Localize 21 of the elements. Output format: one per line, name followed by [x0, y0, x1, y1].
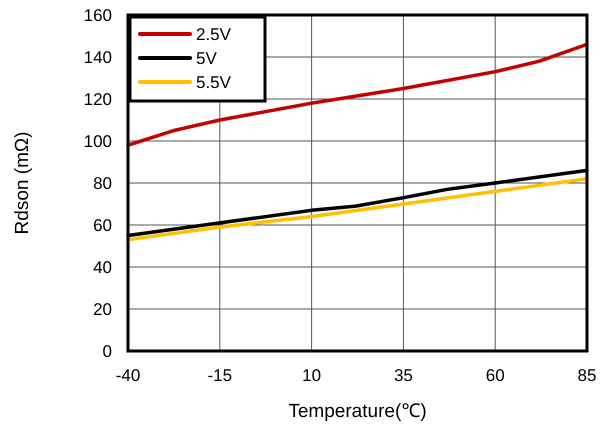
- legend-label: 5.5V: [196, 73, 232, 92]
- x-tick-label: -40: [116, 366, 140, 385]
- x-tick-label: 60: [486, 366, 505, 385]
- y-tick-label: 60: [93, 216, 112, 235]
- x-tick-label: 85: [578, 366, 596, 385]
- y-tick-label: 120: [84, 90, 112, 109]
- y-axis-title: Rdson (mΩ): [12, 132, 33, 234]
- x-tick-label: 10: [302, 366, 322, 385]
- y-tick-label: 20: [93, 300, 112, 319]
- legend-label: 2.5V: [196, 25, 232, 44]
- y-tick-label: 140: [84, 48, 112, 67]
- y-tick-label: 100: [84, 132, 112, 151]
- x-tick-label: 35: [394, 366, 413, 385]
- y-tick-label: 160: [84, 6, 112, 25]
- y-tick-label: 40: [93, 258, 112, 277]
- y-tick-label: 80: [93, 174, 112, 193]
- x-tick-label: -15: [208, 366, 232, 385]
- y-tick-label: 0: [102, 342, 112, 361]
- line-series: [126, 42, 589, 147]
- legend-label: 5V: [196, 49, 218, 68]
- x-axis-title: Temperature(℃): [288, 401, 427, 422]
